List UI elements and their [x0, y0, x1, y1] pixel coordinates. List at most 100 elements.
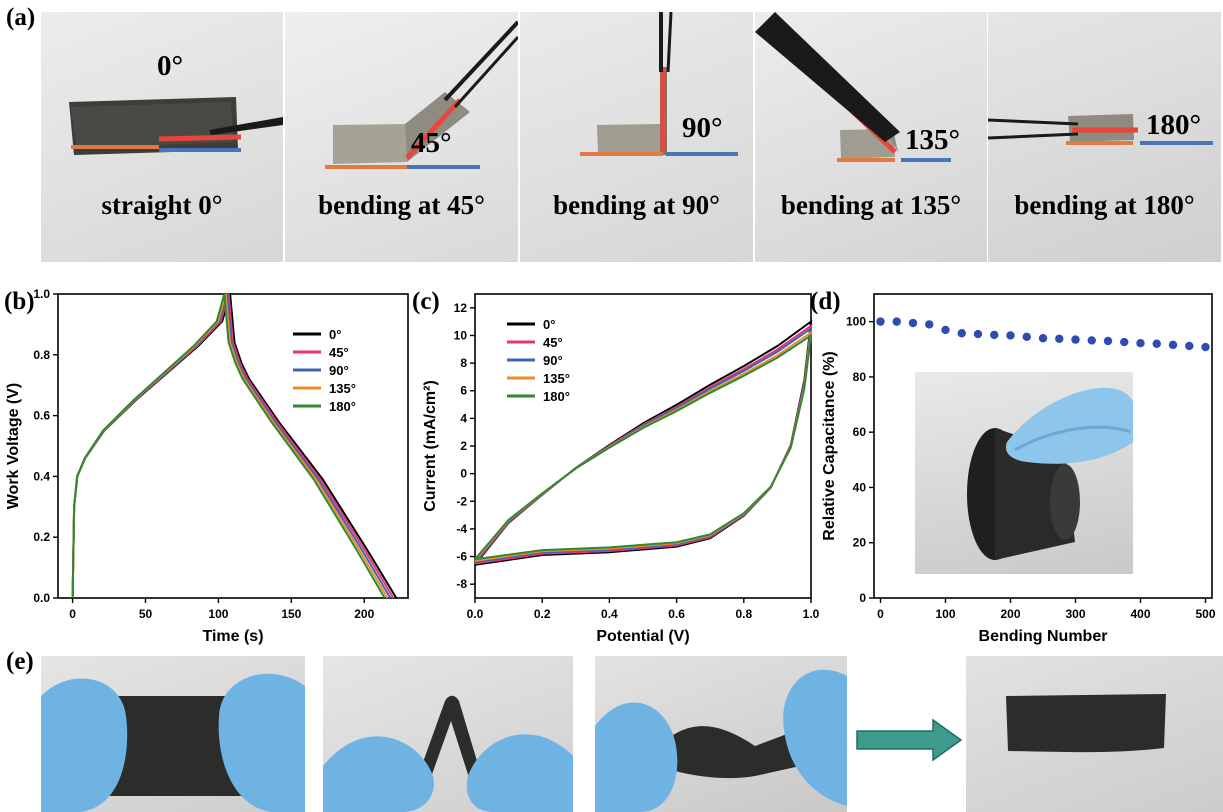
x-axis-label: Potential (V)	[596, 628, 689, 645]
y-tick-label: 20	[853, 536, 867, 550]
data-point	[1006, 331, 1015, 340]
y-tick-label: 0.4	[33, 469, 50, 483]
y-tick-label: 8	[460, 356, 467, 370]
legend-label: 135°	[329, 381, 356, 396]
y-tick-label: 0.8	[33, 348, 50, 362]
x-tick-label: 200	[354, 607, 374, 621]
photo-film-stretched	[41, 656, 305, 812]
photo-straight-0: 0° straight 0°	[41, 12, 283, 262]
data-point	[941, 325, 950, 335]
x-tick-label: 200	[1000, 607, 1020, 621]
data-point	[908, 318, 918, 328]
y-tick-label: 10	[454, 328, 468, 342]
y-tick-label: 1.0	[33, 287, 50, 301]
series-line-180°	[71, 293, 386, 599]
legend-label: 135°	[543, 371, 570, 386]
angle-label-90: 90°	[682, 112, 723, 144]
x-tick-label: 300	[1065, 607, 1085, 621]
legend-label: 180°	[329, 399, 356, 414]
x-axis-label: Time (s)	[202, 628, 263, 645]
panel-e-label: (e)	[6, 648, 34, 675]
chart-c-cv: 0.0 0.2 0.4 0.6 0.8 1.0 -8 -6 -4 -2 0 2 4 6 8 10 12 Poten…	[422, 293, 820, 645]
legend-label: 0°	[543, 317, 555, 332]
data-point	[1136, 338, 1145, 348]
legend-label: 45°	[329, 345, 349, 360]
x-tick-label: 0.8	[735, 607, 752, 621]
data-point	[990, 330, 999, 340]
y-tick-label: 0.0	[33, 591, 50, 605]
y-tick-label: -4	[456, 522, 467, 536]
inset-photo-rolled-film	[915, 372, 1133, 574]
x-tick-label: 0	[877, 607, 884, 621]
y-tick-label: 40	[853, 480, 867, 494]
angle-label-45: 45°	[411, 127, 452, 159]
x-tick-label: 50	[139, 607, 153, 621]
data-point	[925, 320, 934, 329]
data-point	[1055, 334, 1064, 343]
chart-d-retention: 0 100 200 300 400 500 0 20 40 60 80 100 Bending Numb…	[821, 293, 1216, 645]
x-tick-label: 150	[281, 607, 301, 621]
y-tick-label: 80	[853, 370, 867, 384]
y-tick-label: 0	[460, 467, 467, 481]
photo-film-folded	[323, 656, 573, 812]
panel-c-label: (c)	[412, 288, 440, 315]
y-axis-label: Relative Capacitance (%)	[821, 351, 838, 540]
y-axis-label: Work Voltage (V)	[5, 383, 22, 510]
y-tick-label: -6	[456, 550, 467, 564]
legend-label: 0°	[329, 327, 341, 342]
data-point	[1185, 341, 1194, 351]
y-tick-label: 6	[460, 384, 467, 398]
caption-bending-90: bending at 90°	[553, 190, 720, 220]
series-line-45°	[71, 293, 395, 599]
y-tick-label: -8	[456, 577, 467, 591]
angle-label-135: 135°	[905, 124, 961, 156]
angle-label-180: 180°	[1146, 109, 1202, 141]
series-line-90°	[71, 293, 392, 599]
legend-label: 180°	[543, 389, 570, 404]
legend-label: 90°	[329, 363, 349, 378]
panel-d-label: (d)	[810, 288, 841, 315]
x-tick-label: 1.0	[803, 607, 820, 621]
data-point	[876, 317, 885, 326]
y-tick-label: 12	[454, 301, 468, 315]
plot-frame	[57, 293, 409, 599]
x-tick-label: 0.6	[668, 607, 685, 621]
x-tick-label: 100	[208, 607, 228, 621]
chart-b-gcd: 0 50 100 150 200 0.0 0.2 0.4 0.6 0.8 1.0 Time (s) Wo…	[5, 287, 409, 645]
y-tick-label: 0.6	[33, 409, 50, 423]
photo-bending-180: 180° bending at 180°	[988, 12, 1221, 262]
data-point	[1152, 339, 1161, 348]
data-point	[1087, 336, 1096, 345]
x-tick-label: 0.4	[601, 607, 618, 621]
caption-bending-180: bending at 180°	[1014, 190, 1195, 220]
y-tick-label: 2	[460, 439, 467, 453]
series-loop-180°	[474, 333, 813, 561]
caption-bending-45: bending at 45°	[318, 190, 485, 220]
x-tick-label: 0	[69, 607, 76, 621]
caption-bending-135: bending at 135°	[780, 190, 962, 220]
panel-a-label: (a)	[6, 4, 36, 31]
photo-bending-135: 135° bending at 135°	[755, 12, 987, 262]
caption-straight: straight 0°	[101, 190, 223, 220]
data-point	[1071, 335, 1080, 344]
data-point	[1201, 342, 1210, 352]
data-point	[1038, 334, 1048, 343]
photo-bending-45: 45° bending at 45°	[285, 12, 518, 262]
y-axis-label: Current (mA/cm²)	[422, 380, 439, 512]
x-axis-label: Bending Number	[979, 628, 1108, 645]
legend-label: 90°	[543, 353, 563, 368]
arrow-right-icon	[856, 718, 963, 762]
data-point	[892, 317, 901, 326]
data-point	[1168, 340, 1178, 350]
y-tick-label: 0.2	[33, 530, 50, 544]
photo-bending-90: 90° bending at 90°	[520, 12, 753, 262]
data-point	[1120, 337, 1129, 347]
y-tick-label: 60	[853, 425, 867, 439]
series-line-0°	[71, 293, 398, 599]
y-tick-label: 0	[859, 591, 866, 605]
x-tick-label: 400	[1130, 607, 1150, 621]
data-point	[1022, 332, 1031, 342]
x-tick-label: 0.2	[534, 607, 551, 621]
y-tick-label: 100	[846, 315, 866, 329]
x-tick-label: 0.0	[467, 607, 484, 621]
